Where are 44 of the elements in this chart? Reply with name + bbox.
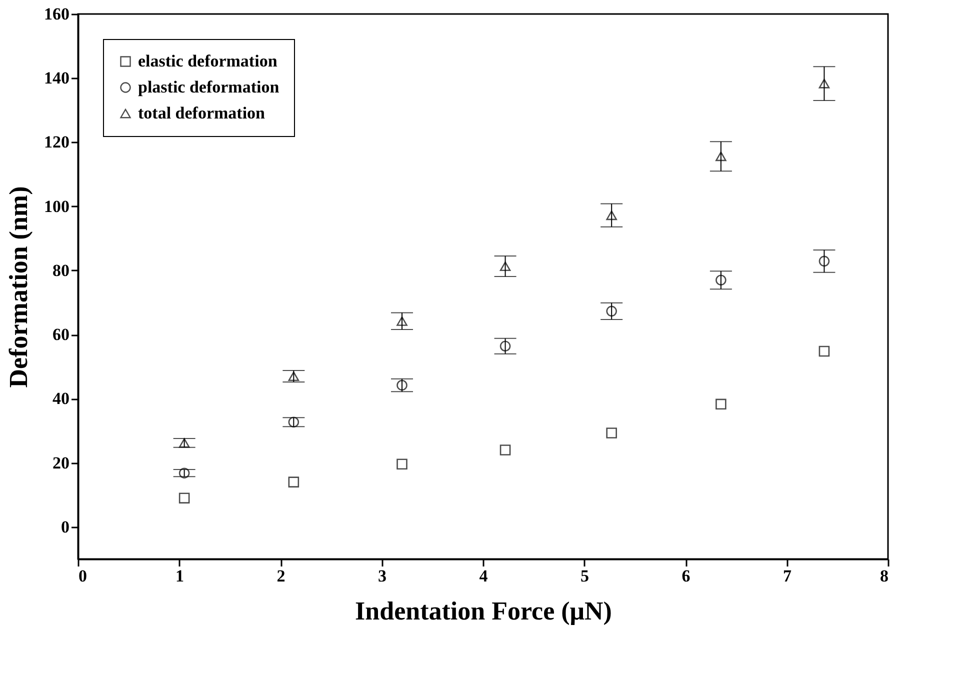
point — [500, 262, 511, 272]
point — [288, 416, 300, 428]
point — [178, 492, 190, 504]
x-tick-label: 4 — [479, 566, 488, 586]
y-tick-label: 20 — [52, 453, 70, 472]
point — [396, 316, 408, 326]
legend-label: plastic deformation — [138, 78, 280, 96]
point — [606, 210, 617, 220]
point — [716, 398, 726, 410]
y-tick-label: 80 — [52, 260, 70, 280]
point — [606, 306, 617, 317]
y-tick-label: 40 — [52, 389, 70, 408]
legend-label: total deformation — [138, 104, 266, 122]
y-axis-title: Deformation (nm) — [4, 186, 33, 388]
point — [178, 468, 190, 478]
point — [288, 372, 300, 382]
point — [818, 256, 830, 267]
point — [500, 340, 511, 352]
y-tick-label: 100 — [44, 196, 70, 216]
x-tick-label: 0 — [78, 566, 87, 586]
point — [818, 346, 830, 357]
x-tick-label: 1 — [176, 566, 184, 586]
point — [818, 78, 830, 88]
point — [606, 428, 617, 438]
y-tick-label: 60 — [52, 325, 70, 344]
x-tick-label: 5 — [580, 566, 589, 586]
x-tick-label: 3 — [378, 566, 386, 586]
x-tick-label: 8 — [880, 566, 888, 586]
y-tick-label: 0 — [61, 517, 70, 536]
point — [288, 476, 300, 488]
y-tick-label: 160 — [44, 4, 70, 24]
y-tick-label: 120 — [44, 132, 70, 152]
point — [716, 274, 726, 286]
x-axis-title: Indentation Force (μN) — [355, 596, 612, 626]
point — [396, 458, 408, 470]
point — [716, 152, 726, 162]
point — [396, 380, 408, 391]
x-tick-label: 6 — [682, 566, 690, 586]
point — [500, 444, 511, 456]
x-tick-label: 2 — [276, 566, 286, 586]
y-tick-label: 140 — [44, 68, 70, 88]
point — [178, 438, 190, 448]
x-tick-label: 7 — [783, 566, 792, 586]
legend-label: elastic deformation — [138, 52, 278, 70]
